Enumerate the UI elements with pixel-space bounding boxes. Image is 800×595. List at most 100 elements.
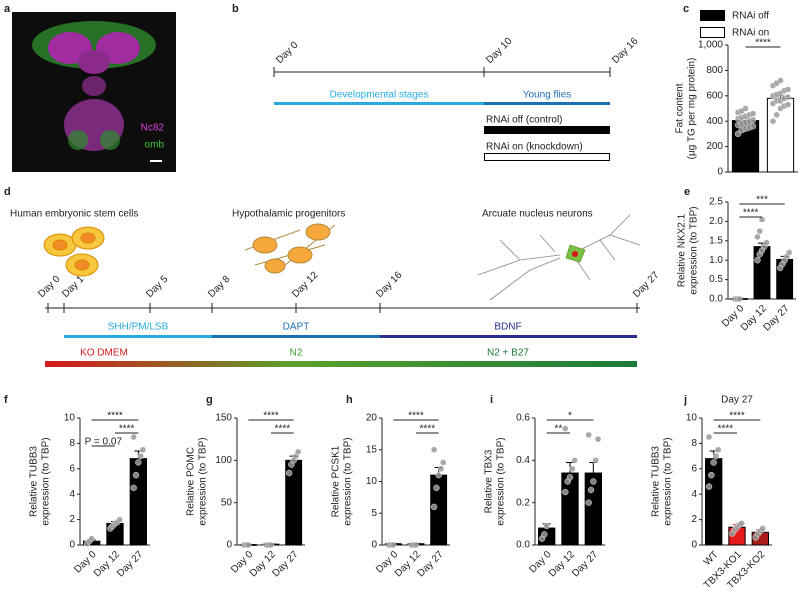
data-point	[412, 541, 420, 549]
y-tick-label: 0.5	[709, 274, 723, 285]
data-point	[285, 469, 293, 477]
x-tick-label: Day 27	[270, 549, 300, 579]
data-point	[710, 459, 717, 466]
y-tick-label: 0	[371, 540, 377, 551]
stain-label: Nc82	[141, 123, 165, 134]
y-axis-label: expression (to TBP)	[343, 437, 354, 525]
timeline	[45, 303, 640, 313]
error-bar	[589, 461, 598, 474]
data-point	[541, 531, 548, 538]
data-point	[742, 105, 749, 112]
panel-label: b	[232, 3, 239, 15]
legend-swatch	[700, 27, 725, 38]
y-tick-label: 150	[215, 413, 232, 424]
data-point	[569, 465, 576, 472]
data-point	[245, 541, 252, 549]
significance-label: ****	[263, 411, 279, 422]
bar	[705, 458, 723, 546]
significance-label: ****	[107, 411, 123, 422]
panel-label: g	[206, 394, 213, 406]
cell-label: Arcuate nucleus neurons	[482, 209, 593, 220]
data-point	[566, 474, 574, 481]
day-label: Day 1	[60, 273, 87, 300]
legend-label: RNAi on	[732, 28, 769, 39]
data-point	[543, 522, 550, 530]
cell-label: Human embryonic stem cells	[10, 209, 138, 220]
data-point	[139, 446, 147, 453]
y-tick-label: 10	[686, 413, 698, 424]
y-axis-label: (µg TG per mg protein)	[687, 58, 698, 160]
y-tick-label: 1.5	[709, 235, 723, 246]
data-point	[749, 110, 757, 117]
y-tick-label: 200	[706, 141, 723, 152]
data-point	[749, 116, 757, 124]
x-tick-label: Day 27	[570, 549, 600, 579]
significance-label: ****	[119, 424, 135, 435]
significance-label: ****	[275, 424, 291, 435]
day-label: Day 27	[631, 269, 661, 299]
y-tick-label: 100	[215, 455, 232, 466]
progenitors-illustration	[244, 223, 336, 274]
y-axis-label: Relative NKX2.1	[677, 213, 688, 287]
data-point	[712, 452, 720, 460]
data-point	[440, 459, 447, 466]
treatment-bar	[64, 335, 212, 338]
y-tick-label: 6	[691, 463, 697, 474]
y-axis-label: expression (to TBP)	[198, 437, 209, 525]
treatment-label: BDNF	[494, 322, 521, 333]
data-point	[592, 457, 599, 464]
panel-label: d	[4, 186, 11, 198]
significance-label: P = 0.07	[85, 437, 123, 448]
panel-label: e	[684, 186, 690, 198]
data-point	[763, 239, 770, 246]
y-axis-label: expression (to TBP)	[663, 437, 674, 525]
data-point	[738, 520, 745, 527]
significance-label: ****	[718, 424, 734, 435]
y-tick-label: 400	[706, 116, 723, 127]
data-point	[749, 123, 757, 130]
chart-title: Day 27	[721, 395, 753, 406]
panel-label: i	[490, 394, 493, 406]
y-tick-label: 0.0	[516, 540, 530, 551]
data-point	[736, 295, 743, 303]
stage-bar	[484, 102, 610, 105]
condition-bar	[484, 153, 610, 161]
condition-label: RNAi off (control)	[486, 115, 563, 126]
y-tick-label: 800	[706, 65, 723, 76]
day-label: Day 16	[610, 35, 640, 65]
data-point	[88, 535, 95, 542]
y-tick-label: 1.0	[709, 255, 723, 266]
data-point	[137, 452, 144, 460]
y-tick-label: 0.6	[516, 413, 530, 424]
data-point	[784, 86, 792, 93]
y-tick-label: 6	[69, 463, 75, 474]
y-tick-label: 0.0	[709, 294, 723, 305]
y-axis-label: Relative PCSK1	[331, 445, 342, 517]
data-point	[433, 484, 440, 492]
significance-label: ****	[729, 411, 745, 422]
medium-bar	[45, 361, 637, 367]
data-point	[390, 541, 397, 549]
day-label: Day 16	[374, 269, 404, 299]
stain-label: omb	[145, 140, 165, 151]
medium-label: N2	[290, 348, 303, 359]
y-tick-label: 0	[691, 540, 697, 551]
data-point	[430, 503, 438, 511]
data-point	[784, 93, 792, 101]
y-tick-label: 4	[69, 489, 75, 500]
significance-label: **	[554, 424, 562, 435]
data-point	[116, 516, 123, 523]
y-tick-label: 0	[226, 540, 232, 551]
y-tick-label: 2.5	[709, 197, 723, 208]
data-point	[759, 525, 766, 532]
data-point	[754, 233, 761, 241]
stage-label: Developmental stages	[330, 90, 429, 101]
medium-label: N2 + B27	[487, 348, 529, 359]
x-tick-label: Day 27	[415, 549, 445, 579]
y-axis-label: expression (to TBP)	[496, 437, 507, 525]
data-point	[430, 446, 438, 453]
bar	[129, 458, 148, 546]
y-axis-label: expression (to TBP)	[41, 437, 52, 525]
significance-label: ***	[756, 195, 768, 206]
